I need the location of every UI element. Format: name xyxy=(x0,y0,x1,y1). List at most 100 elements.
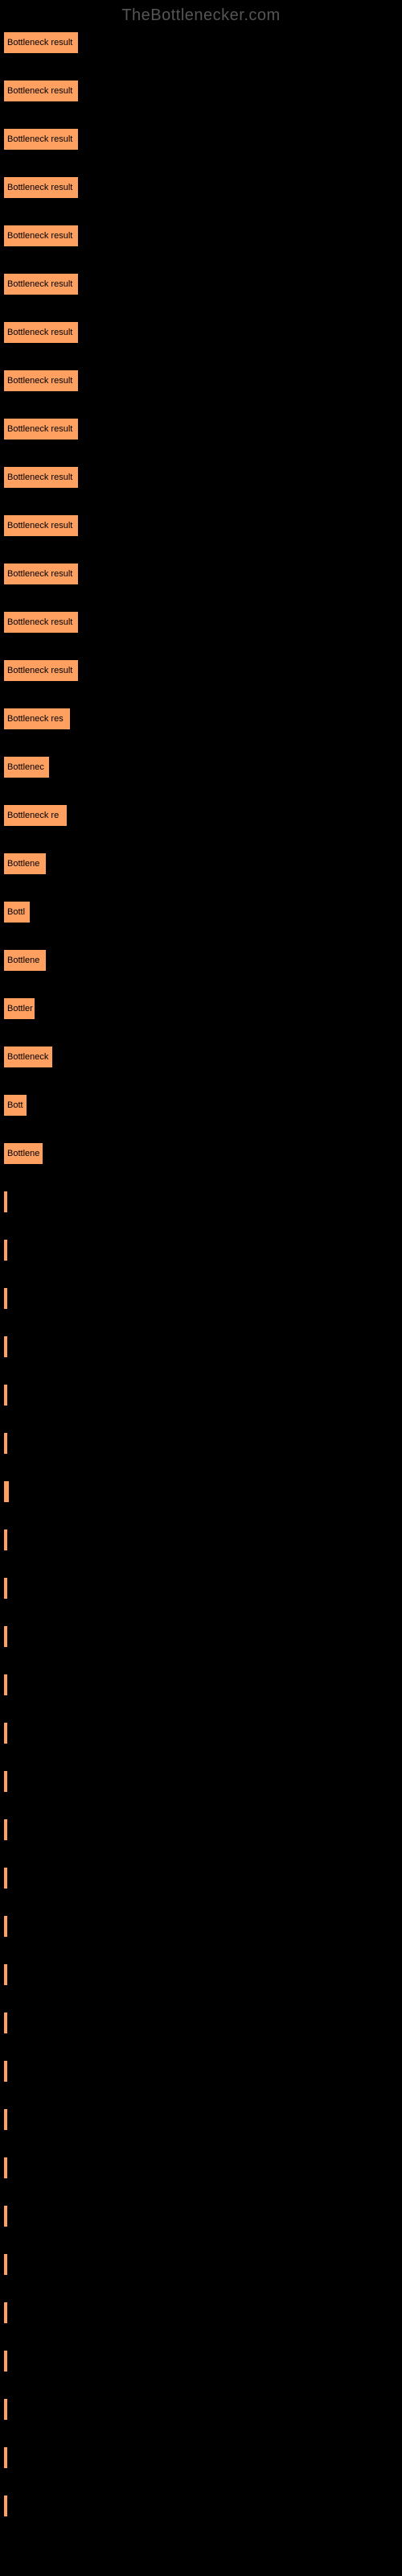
bar: Bottleneck result xyxy=(3,563,79,585)
bar-label: Bott xyxy=(7,1100,23,1110)
bar-row: Bottleneck result xyxy=(3,563,399,585)
bar-label: Bottleneck re xyxy=(7,811,59,820)
bar-row xyxy=(3,2446,399,2469)
bar xyxy=(3,1963,8,1986)
bar-row: Bott xyxy=(3,1094,399,1117)
bar xyxy=(3,2301,8,2324)
bar-row xyxy=(3,2157,399,2179)
bar-row xyxy=(3,1191,399,1213)
bar: Bottleneck result xyxy=(3,466,79,489)
bar-label: Bottlenec xyxy=(7,762,44,772)
bar: Bottler xyxy=(3,997,35,1020)
bar-row: Bottleneck result xyxy=(3,369,399,392)
bar-row xyxy=(3,2253,399,2276)
bar-label: Bottleneck result xyxy=(7,38,72,47)
bar xyxy=(3,1287,8,1310)
bar xyxy=(3,2446,8,2469)
bar xyxy=(3,1432,8,1455)
bar-row xyxy=(3,1915,399,1938)
bar-row: Bottlenec xyxy=(3,756,399,778)
bar: Bottleneck result xyxy=(3,418,79,440)
bar xyxy=(3,1191,8,1213)
bar-row xyxy=(3,1722,399,1744)
bar xyxy=(3,1722,8,1744)
bar-row xyxy=(3,1335,399,1358)
bar-row xyxy=(3,1577,399,1600)
bar-label: Bottleneck result xyxy=(7,521,72,530)
bar-row: Bottleneck result xyxy=(3,611,399,634)
bar xyxy=(3,1770,8,1793)
bar: Bottleneck result xyxy=(3,611,79,634)
bar-row xyxy=(3,2398,399,2421)
bar xyxy=(3,2495,8,2517)
bar xyxy=(3,1335,8,1358)
bar xyxy=(3,1529,8,1551)
bar-row: Bottleneck result xyxy=(3,321,399,344)
bar-row xyxy=(3,2350,399,2372)
bar: Bottlene xyxy=(3,1142,43,1165)
bar-row xyxy=(3,1287,399,1310)
bar-label: Bottleneck result xyxy=(7,424,72,434)
bar-label: Bottl xyxy=(7,907,25,917)
bar-row: Bottlene xyxy=(3,852,399,875)
bar: Bott xyxy=(3,1094,27,1117)
bar-label: Bottleneck result xyxy=(7,183,72,192)
bar-label: Bottleneck result xyxy=(7,134,72,144)
bar: Bottleneck result xyxy=(3,225,79,247)
bar-row: Bottleneck result xyxy=(3,514,399,537)
bar: Bottleneck result xyxy=(3,369,79,392)
bar-row: Bottleneck result xyxy=(3,80,399,102)
bar-row xyxy=(3,1529,399,1551)
bar-row: Bottleneck result xyxy=(3,466,399,489)
bar: Bottleneck result xyxy=(3,659,79,682)
bar-label: Bottler xyxy=(7,1004,33,1013)
bar-label: Bottleneck result xyxy=(7,376,72,386)
bar xyxy=(3,2108,8,2131)
bar: Bottleneck result xyxy=(3,321,79,344)
bar-row: Bottlene xyxy=(3,1142,399,1165)
bar-row: Bottleneck result xyxy=(3,225,399,247)
bar-row: Bottleneck result xyxy=(3,418,399,440)
bar-row: Bottleneck result xyxy=(3,659,399,682)
bar-row xyxy=(3,1867,399,1889)
bar-label: Bottleneck result xyxy=(7,617,72,627)
bar-label: Bottleneck result xyxy=(7,569,72,579)
bar-label: Bottleneck result xyxy=(7,473,72,482)
bar-row: Bottl xyxy=(3,901,399,923)
bar-row xyxy=(3,1674,399,1696)
bar: Bottleneck re xyxy=(3,804,68,827)
bar-row xyxy=(3,2205,399,2227)
bar-row: Bottleneck result xyxy=(3,128,399,151)
bar-row: Bottleneck xyxy=(3,1046,399,1068)
bar-row xyxy=(3,1384,399,1406)
bar: Bottleneck result xyxy=(3,80,79,102)
bar-row: Bottleneck re xyxy=(3,804,399,827)
bar xyxy=(3,1915,8,1938)
bar-row xyxy=(3,1770,399,1793)
bar xyxy=(3,2157,8,2179)
bar-row xyxy=(3,2108,399,2131)
bar-row: Bottler xyxy=(3,997,399,1020)
bar: Bottlene xyxy=(3,852,47,875)
bar-chart: Bottleneck result Bottleneck result Bottle… xyxy=(0,31,402,2517)
bar-row xyxy=(3,2301,399,2324)
bar-row: Bottlene xyxy=(3,949,399,972)
bar: Bottleneck result xyxy=(3,176,79,199)
bar: Bottleneck result xyxy=(3,273,79,295)
bar-row xyxy=(3,1818,399,1841)
bar-row xyxy=(3,1625,399,1648)
bar-label: Bottleneck result xyxy=(7,279,72,289)
bar xyxy=(3,2350,8,2372)
bar-row xyxy=(3,1432,399,1455)
bar xyxy=(3,2012,8,2034)
bar-label: Bottleneck result xyxy=(7,666,72,675)
bar xyxy=(3,1239,8,1261)
bar: Bottleneck res xyxy=(3,708,71,730)
bar-label: Bottleneck result xyxy=(7,328,72,337)
bar-row xyxy=(3,1963,399,1986)
bar-row: Bottleneck result xyxy=(3,31,399,54)
bar: Bottlenec xyxy=(3,756,50,778)
bar-row: Bottleneck result xyxy=(3,273,399,295)
bar xyxy=(3,2253,8,2276)
bar: Bottleneck result xyxy=(3,514,79,537)
